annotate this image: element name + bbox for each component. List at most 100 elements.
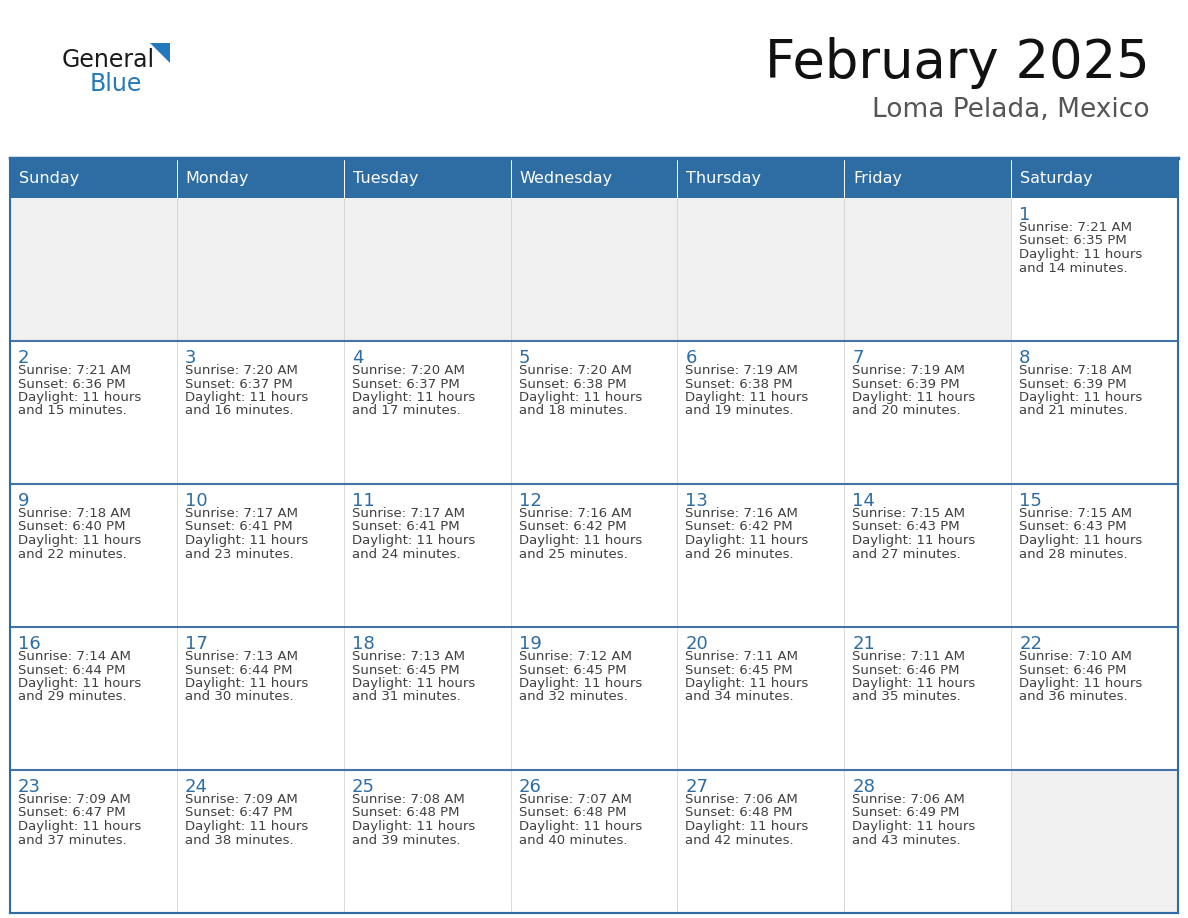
Bar bbox=[10, 198, 177, 341]
Text: and 24 minutes.: and 24 minutes. bbox=[352, 547, 460, 561]
Text: Daylight: 11 hours: Daylight: 11 hours bbox=[685, 677, 809, 690]
Text: and 25 minutes.: and 25 minutes. bbox=[519, 547, 627, 561]
Text: Sunset: 6:41 PM: Sunset: 6:41 PM bbox=[352, 521, 460, 533]
Text: 4: 4 bbox=[352, 349, 364, 367]
Bar bbox=[10, 627, 177, 770]
Text: Sunset: 6:38 PM: Sunset: 6:38 PM bbox=[519, 377, 626, 390]
Text: and 36 minutes.: and 36 minutes. bbox=[1019, 690, 1127, 703]
Text: and 43 minutes.: and 43 minutes. bbox=[852, 834, 961, 846]
Text: 25: 25 bbox=[352, 778, 374, 796]
Text: Sunset: 6:48 PM: Sunset: 6:48 PM bbox=[519, 807, 626, 820]
Text: and 34 minutes.: and 34 minutes. bbox=[685, 690, 794, 703]
Text: and 16 minutes.: and 16 minutes. bbox=[185, 405, 293, 418]
Text: and 32 minutes.: and 32 minutes. bbox=[519, 690, 627, 703]
Text: Daylight: 11 hours: Daylight: 11 hours bbox=[852, 391, 975, 404]
Text: Sunrise: 7:16 AM: Sunrise: 7:16 AM bbox=[685, 507, 798, 520]
Bar bbox=[343, 158, 511, 198]
Text: Sunset: 6:37 PM: Sunset: 6:37 PM bbox=[185, 377, 292, 390]
Bar bbox=[677, 627, 845, 770]
Text: Sunrise: 7:11 AM: Sunrise: 7:11 AM bbox=[852, 650, 966, 663]
Text: 5: 5 bbox=[519, 349, 530, 367]
Bar bbox=[845, 770, 1011, 913]
Text: Daylight: 11 hours: Daylight: 11 hours bbox=[185, 391, 308, 404]
Text: 8: 8 bbox=[1019, 349, 1030, 367]
Bar bbox=[511, 198, 677, 341]
Text: and 17 minutes.: and 17 minutes. bbox=[352, 405, 461, 418]
Text: Daylight: 11 hours: Daylight: 11 hours bbox=[18, 820, 141, 833]
Text: Daylight: 11 hours: Daylight: 11 hours bbox=[852, 534, 975, 547]
Bar bbox=[845, 158, 1011, 198]
Bar bbox=[511, 158, 677, 198]
Text: Loma Pelada, Mexico: Loma Pelada, Mexico bbox=[872, 97, 1150, 123]
Bar bbox=[845, 484, 1011, 627]
Text: Sunrise: 7:14 AM: Sunrise: 7:14 AM bbox=[18, 650, 131, 663]
Text: 26: 26 bbox=[519, 778, 542, 796]
Bar bbox=[10, 158, 177, 198]
Text: Sunrise: 7:13 AM: Sunrise: 7:13 AM bbox=[185, 650, 298, 663]
Text: Daylight: 11 hours: Daylight: 11 hours bbox=[685, 534, 809, 547]
Text: Sunset: 6:48 PM: Sunset: 6:48 PM bbox=[352, 807, 460, 820]
Bar bbox=[10, 484, 177, 627]
Text: Sunset: 6:43 PM: Sunset: 6:43 PM bbox=[1019, 521, 1126, 533]
Bar bbox=[677, 198, 845, 341]
Text: Sunset: 6:39 PM: Sunset: 6:39 PM bbox=[852, 377, 960, 390]
Text: Sunrise: 7:17 AM: Sunrise: 7:17 AM bbox=[352, 507, 465, 520]
Text: Sunset: 6:42 PM: Sunset: 6:42 PM bbox=[519, 521, 626, 533]
Text: Monday: Monday bbox=[185, 171, 249, 185]
Text: Sunset: 6:45 PM: Sunset: 6:45 PM bbox=[519, 664, 626, 677]
Text: Sunset: 6:47 PM: Sunset: 6:47 PM bbox=[185, 807, 292, 820]
Text: and 42 minutes.: and 42 minutes. bbox=[685, 834, 794, 846]
Text: 10: 10 bbox=[185, 492, 208, 510]
Bar bbox=[511, 770, 677, 913]
Text: February 2025: February 2025 bbox=[765, 37, 1150, 89]
Bar bbox=[177, 341, 343, 484]
Bar bbox=[1011, 158, 1178, 198]
Text: Daylight: 11 hours: Daylight: 11 hours bbox=[352, 677, 475, 690]
Bar bbox=[1011, 341, 1178, 484]
Text: and 29 minutes.: and 29 minutes. bbox=[18, 690, 127, 703]
Text: and 21 minutes.: and 21 minutes. bbox=[1019, 405, 1127, 418]
Text: Tuesday: Tuesday bbox=[353, 171, 418, 185]
Bar bbox=[343, 484, 511, 627]
Text: Sunrise: 7:10 AM: Sunrise: 7:10 AM bbox=[1019, 650, 1132, 663]
Text: Daylight: 11 hours: Daylight: 11 hours bbox=[185, 677, 308, 690]
Bar bbox=[1011, 198, 1178, 341]
Bar bbox=[343, 341, 511, 484]
Bar bbox=[845, 627, 1011, 770]
Bar bbox=[1011, 627, 1178, 770]
Text: Daylight: 11 hours: Daylight: 11 hours bbox=[1019, 677, 1143, 690]
Text: Daylight: 11 hours: Daylight: 11 hours bbox=[185, 820, 308, 833]
Text: and 40 minutes.: and 40 minutes. bbox=[519, 834, 627, 846]
Text: Sunrise: 7:12 AM: Sunrise: 7:12 AM bbox=[519, 650, 632, 663]
Text: 17: 17 bbox=[185, 635, 208, 653]
Text: Daylight: 11 hours: Daylight: 11 hours bbox=[852, 677, 975, 690]
Text: Sunrise: 7:07 AM: Sunrise: 7:07 AM bbox=[519, 793, 632, 806]
Bar bbox=[177, 484, 343, 627]
Text: 12: 12 bbox=[519, 492, 542, 510]
Text: 24: 24 bbox=[185, 778, 208, 796]
Bar bbox=[343, 198, 511, 341]
Text: Sunrise: 7:18 AM: Sunrise: 7:18 AM bbox=[1019, 364, 1132, 377]
Text: 13: 13 bbox=[685, 492, 708, 510]
Text: Daylight: 11 hours: Daylight: 11 hours bbox=[685, 391, 809, 404]
Text: Sunrise: 7:17 AM: Sunrise: 7:17 AM bbox=[185, 507, 298, 520]
Text: Sunrise: 7:20 AM: Sunrise: 7:20 AM bbox=[519, 364, 632, 377]
Text: Daylight: 11 hours: Daylight: 11 hours bbox=[519, 677, 642, 690]
Text: Daylight: 11 hours: Daylight: 11 hours bbox=[18, 534, 141, 547]
Text: and 14 minutes.: and 14 minutes. bbox=[1019, 262, 1127, 274]
Text: Sunset: 6:35 PM: Sunset: 6:35 PM bbox=[1019, 234, 1127, 248]
Text: Sunset: 6:44 PM: Sunset: 6:44 PM bbox=[185, 664, 292, 677]
Text: Daylight: 11 hours: Daylight: 11 hours bbox=[685, 820, 809, 833]
Text: 3: 3 bbox=[185, 349, 196, 367]
Text: 7: 7 bbox=[852, 349, 864, 367]
Text: Sunset: 6:37 PM: Sunset: 6:37 PM bbox=[352, 377, 460, 390]
Text: Sunrise: 7:21 AM: Sunrise: 7:21 AM bbox=[1019, 221, 1132, 234]
Text: 18: 18 bbox=[352, 635, 374, 653]
Bar bbox=[10, 341, 177, 484]
Bar bbox=[177, 198, 343, 341]
Text: Sunrise: 7:08 AM: Sunrise: 7:08 AM bbox=[352, 793, 465, 806]
Text: Sunset: 6:45 PM: Sunset: 6:45 PM bbox=[685, 664, 794, 677]
Text: and 18 minutes.: and 18 minutes. bbox=[519, 405, 627, 418]
Text: Sunset: 6:43 PM: Sunset: 6:43 PM bbox=[852, 521, 960, 533]
Text: Wednesday: Wednesday bbox=[519, 171, 613, 185]
